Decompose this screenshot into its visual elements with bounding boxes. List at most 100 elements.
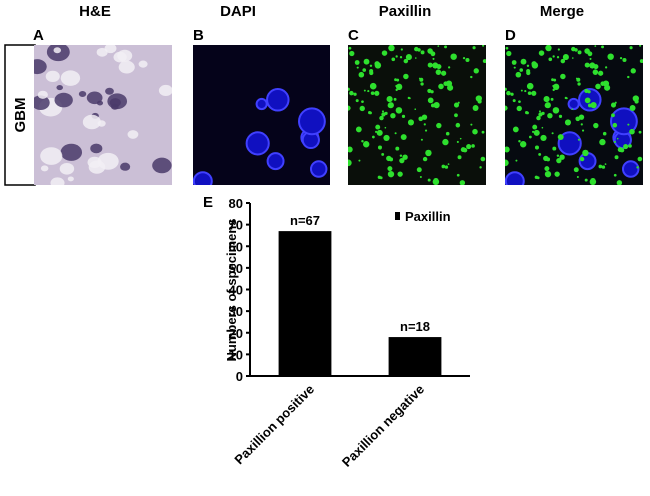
signal: [604, 66, 608, 69]
cell: [67, 176, 74, 182]
signal: [371, 135, 375, 139]
cell: [45, 70, 60, 82]
signal: [612, 122, 618, 128]
signal: [435, 69, 442, 75]
signal: [407, 96, 411, 100]
signal: [512, 126, 519, 133]
signal: [479, 166, 482, 169]
signal: [349, 50, 355, 57]
signal: [361, 139, 364, 143]
signal: [560, 73, 566, 80]
signal: [617, 147, 623, 153]
signal: [414, 46, 419, 52]
y-tick-label: 70: [229, 218, 243, 233]
signal: [601, 45, 604, 49]
signal: [552, 107, 560, 114]
signal: [393, 97, 397, 101]
cell: [111, 103, 119, 110]
signal: [541, 126, 544, 129]
panel-title: H&E: [79, 3, 111, 20]
signal: [540, 134, 547, 142]
signal: [375, 124, 381, 130]
signal: [482, 45, 485, 47]
signal: [619, 57, 623, 60]
signal: [564, 119, 572, 126]
signal: [355, 99, 359, 103]
signal: [384, 126, 387, 129]
signal: [584, 62, 590, 68]
signal: [515, 71, 522, 78]
signal: [353, 92, 357, 96]
signal: [630, 68, 636, 74]
cell: [120, 162, 131, 171]
y-tick-label: 80: [229, 196, 243, 211]
cell: [104, 45, 117, 54]
signal: [532, 130, 535, 133]
micrograph: [34, 45, 172, 185]
signal: [348, 87, 350, 91]
signal: [377, 145, 383, 150]
signal: [400, 48, 403, 51]
nucleus: [610, 107, 638, 136]
signal: [524, 89, 527, 93]
signal: [557, 134, 564, 141]
signal: [395, 83, 403, 90]
bar-chart: 0 10 20 30 40 50 60 70 80 n=67 n=18 Paxillion posit…: [229, 196, 470, 470]
signal: [361, 100, 364, 104]
signal: [520, 89, 523, 92]
signal: [348, 159, 352, 167]
signal: [534, 175, 539, 179]
cell: [56, 84, 63, 91]
cell: [40, 147, 63, 165]
signal: [420, 50, 425, 55]
nucleus: [309, 160, 328, 178]
signal: [577, 50, 582, 55]
signal: [444, 45, 447, 49]
signal: [532, 124, 538, 130]
signal: [356, 66, 359, 69]
signal: [543, 96, 550, 103]
signal: [505, 159, 509, 167]
signal: [595, 83, 601, 90]
signal: [354, 60, 360, 65]
cell: [40, 165, 49, 172]
cell: [86, 91, 103, 105]
signal: [401, 114, 406, 119]
cell: [34, 95, 50, 111]
signal: [397, 171, 403, 177]
signal: [556, 157, 562, 164]
signal: [629, 46, 633, 50]
signal: [536, 115, 541, 121]
y-tick-label: 10: [229, 347, 243, 362]
y-tick-label: 30: [229, 304, 243, 319]
signal: [519, 141, 527, 148]
signal: [422, 156, 428, 162]
signal: [552, 84, 555, 88]
signal: [384, 111, 388, 116]
micrograph: [193, 88, 328, 185]
cell: [59, 162, 75, 175]
signal: [528, 135, 532, 139]
cell: [96, 47, 108, 57]
y-axis-label: Numbers of specimens: [224, 218, 239, 361]
signal: [395, 107, 403, 114]
x-tick-label: Paxillion negative: [339, 382, 427, 470]
y-tick-label: 60: [229, 239, 243, 254]
cell: [53, 47, 62, 54]
signal: [391, 57, 396, 62]
signal: [369, 68, 374, 74]
signal: [421, 114, 428, 120]
signal: [584, 178, 588, 182]
signal: [359, 105, 365, 112]
signal: [445, 131, 450, 136]
paxillin-image: [348, 45, 486, 185]
signal: [481, 130, 485, 134]
signal: [636, 166, 639, 169]
signal: [403, 73, 409, 80]
bar: [278, 231, 332, 376]
cell: [54, 92, 73, 108]
signal: [628, 144, 632, 148]
micrographs: [34, 45, 643, 185]
cell: [37, 90, 48, 99]
signal: [408, 121, 410, 123]
